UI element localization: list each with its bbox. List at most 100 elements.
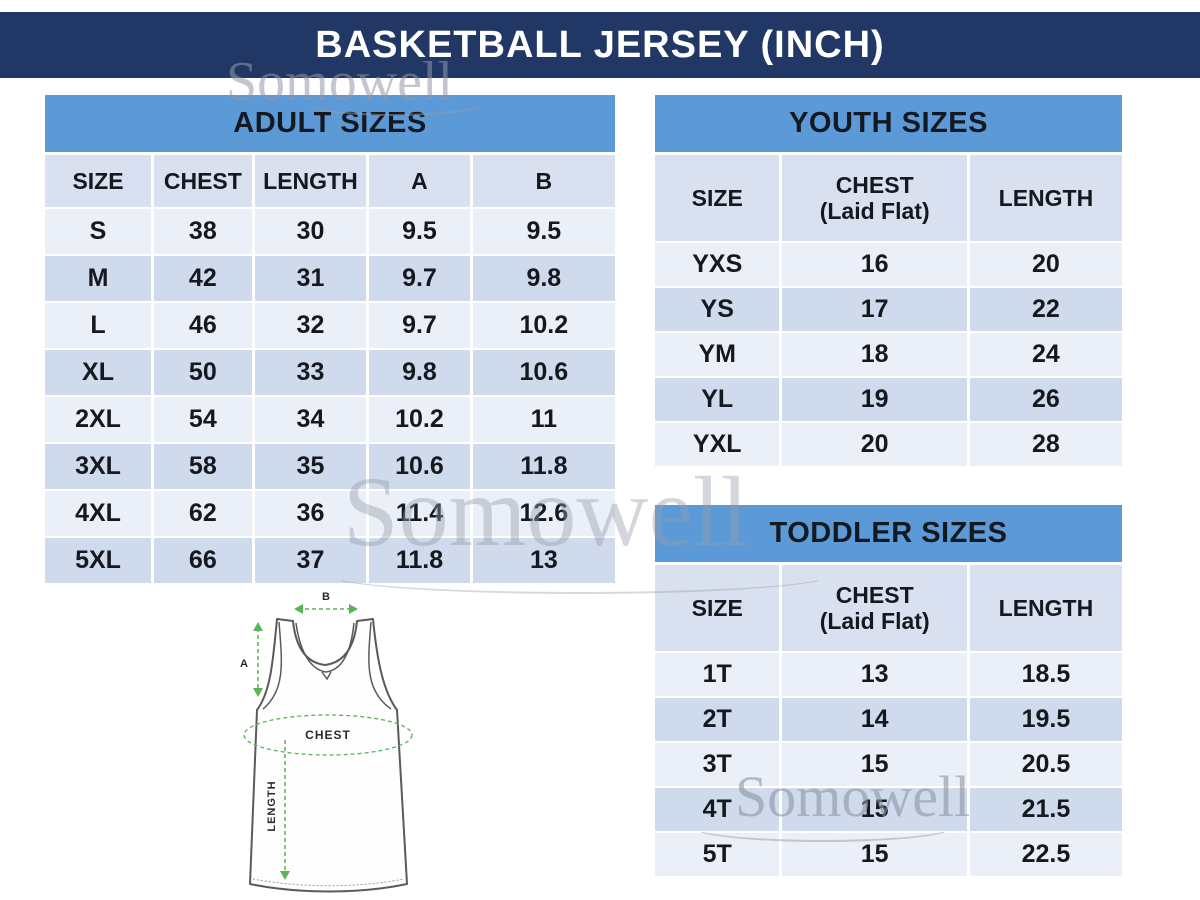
column-header: B (472, 155, 615, 207)
table-row: 2T 14 19.5 (655, 698, 1122, 741)
table-cell: 4T (655, 788, 780, 831)
table-row: 3T 15 20.5 (655, 743, 1122, 786)
table-cell: 20 (969, 243, 1122, 286)
table-cell: 20 (782, 423, 967, 466)
adult-sizes-panel: ADULT SIZES SIZE CHEST LENGTH A B S 38 30 9… (45, 95, 615, 583)
table-cell: 1T (655, 653, 780, 696)
label-a: A (240, 658, 248, 670)
table-cell: 11.8 (472, 444, 615, 489)
column-header: CHEST (154, 155, 252, 207)
table-cell: 15 (782, 743, 967, 786)
column-header: A (369, 155, 470, 207)
jersey-measurement-diagram: B A CHEST LENGTH (230, 588, 470, 900)
table-cell: 9.8 (472, 256, 615, 301)
table-cell: 11.4 (369, 491, 470, 536)
table-cell: 10.6 (472, 350, 615, 395)
table-row: 3XL 58 35 10.6 11.8 (45, 444, 615, 489)
column-header-row: SIZE CHEST (Laid Flat) LENGTH (655, 155, 1122, 241)
column-header: SIZE (655, 565, 780, 651)
table-cell: YS (655, 288, 780, 331)
table-cell: 3T (655, 743, 780, 786)
page-title: BASKETBALL JERSEY (INCH) (315, 23, 885, 66)
table-cell: 36 (254, 491, 367, 536)
table-cell: 11.8 (369, 538, 470, 583)
table-cell: 9.7 (369, 256, 470, 301)
table-cell: 2XL (45, 397, 152, 442)
table-cell: 32 (254, 303, 367, 348)
adult-sizes-table: SIZE CHEST LENGTH A B S 38 30 9.5 9.5 M 42 31 9.… (42, 153, 618, 585)
table-cell: 19 (782, 378, 967, 421)
column-header-row: SIZE CHEST LENGTH A B (45, 155, 615, 207)
table-cell: 21.5 (969, 788, 1122, 831)
table-cell: 62 (154, 491, 252, 536)
table-row: YM 18 24 (655, 333, 1122, 376)
table-row: YL 19 26 (655, 378, 1122, 421)
adult-sizes-header: ADULT SIZES (45, 95, 615, 152)
table-cell: 50 (154, 350, 252, 395)
table-cell: 28 (969, 423, 1122, 466)
table-row: YXS 16 20 (655, 243, 1122, 286)
table-cell: 15 (782, 788, 967, 831)
table-cell: 22 (969, 288, 1122, 331)
column-header: SIZE (45, 155, 152, 207)
table-row: 1T 13 18.5 (655, 653, 1122, 696)
column-header: SIZE (655, 155, 780, 241)
table-row: S 38 30 9.5 9.5 (45, 209, 615, 254)
table-row: XL 50 33 9.8 10.6 (45, 350, 615, 395)
table-cell: 15 (782, 833, 967, 876)
table-cell: 35 (254, 444, 367, 489)
column-header: LENGTH (254, 155, 367, 207)
table-cell: 31 (254, 256, 367, 301)
youth-sizes-header: YOUTH SIZES (655, 95, 1122, 152)
table-cell: 20.5 (969, 743, 1122, 786)
table-cell: 33 (254, 350, 367, 395)
table-cell: 16 (782, 243, 967, 286)
table-row: 5XL 66 37 11.8 13 (45, 538, 615, 583)
table-cell: YM (655, 333, 780, 376)
table-cell: 18 (782, 333, 967, 376)
table-cell: 54 (154, 397, 252, 442)
table-cell: 11 (472, 397, 615, 442)
table-cell: 9.7 (369, 303, 470, 348)
table-cell: 10.6 (369, 444, 470, 489)
table-row: YXL 20 28 (655, 423, 1122, 466)
label-chest: CHEST (305, 728, 351, 742)
table-cell: 22.5 (969, 833, 1122, 876)
column-header: CHEST (Laid Flat) (782, 155, 967, 241)
table-cell: 14 (782, 698, 967, 741)
table-cell: 46 (154, 303, 252, 348)
table-row: M 42 31 9.7 9.8 (45, 256, 615, 301)
table-cell: YXL (655, 423, 780, 466)
jersey-diagram-icon: B A CHEST LENGTH (240, 591, 413, 893)
table-cell: 17 (782, 288, 967, 331)
toddler-sizes-panel: TODDLER SIZES SIZE CHEST (Laid Flat) LEN… (655, 505, 1122, 876)
table-cell: 10.2 (472, 303, 615, 348)
youth-sizes-panel: YOUTH SIZES SIZE CHEST (Laid Flat) LENGT… (655, 95, 1122, 466)
column-header: LENGTH (969, 565, 1122, 651)
table-row: 2XL 54 34 10.2 11 (45, 397, 615, 442)
column-header: LENGTH (969, 155, 1122, 241)
table-row: 5T 15 22.5 (655, 833, 1122, 876)
table-cell: L (45, 303, 152, 348)
table-cell: 5T (655, 833, 780, 876)
table-row: 4XL 62 36 11.4 12.6 (45, 491, 615, 536)
table-cell: 3XL (45, 444, 152, 489)
table-cell: S (45, 209, 152, 254)
table-cell: 9.5 (472, 209, 615, 254)
table-cell: XL (45, 350, 152, 395)
youth-sizes-table: SIZE CHEST (Laid Flat) LENGTH YXS 16 20 YS 1… (652, 153, 1125, 468)
table-cell: 38 (154, 209, 252, 254)
table-cell: 10.2 (369, 397, 470, 442)
table-row: YS 17 22 (655, 288, 1122, 331)
column-header: CHEST (Laid Flat) (782, 565, 967, 651)
title-bar: BASKETBALL JERSEY (INCH) (0, 12, 1200, 78)
table-cell: 24 (969, 333, 1122, 376)
table-cell: 12.6 (472, 491, 615, 536)
table-row: L 46 32 9.7 10.2 (45, 303, 615, 348)
table-cell: 4XL (45, 491, 152, 536)
table-cell: 5XL (45, 538, 152, 583)
table-cell: YL (655, 378, 780, 421)
table-cell: 42 (154, 256, 252, 301)
table-cell: 37 (254, 538, 367, 583)
